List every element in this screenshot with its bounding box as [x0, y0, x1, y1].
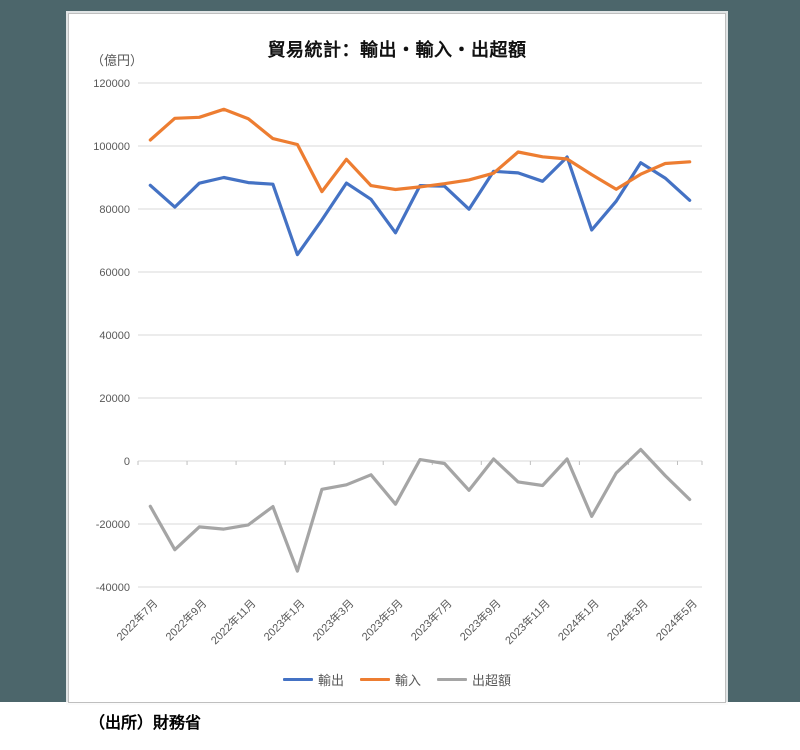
- chart-legend: 輸出 輸入 出超額: [69, 670, 725, 689]
- chart-container: 貿易統計：輸出・輸入・出超額 （億円） 120000 100000 80000 600…: [68, 13, 726, 703]
- y-axis-tick-label: 60000: [99, 267, 130, 279]
- legend-label-exports: 輸出: [317, 673, 344, 688]
- x-axis-tick-label: 2024年3月: [604, 596, 651, 643]
- legend-item-exports: 輸出: [282, 670, 344, 689]
- x-axis-tick-label: 2023年11月: [502, 596, 553, 647]
- y-axis-tick-label: 80000: [99, 204, 130, 216]
- y-axis-tick-label: 0: [124, 456, 130, 468]
- y-axis-tick-label: 100000: [93, 141, 130, 153]
- y-axis-tick-label: -40000: [96, 582, 130, 594]
- legend-label-imports: 輸入: [394, 673, 421, 688]
- x-axis-tick-label: 2023年3月: [309, 596, 356, 643]
- chart-title: 貿易統計：輸出・輸入・出超額: [267, 40, 527, 60]
- x-axis-tick-label: 2024年1月: [555, 596, 602, 643]
- series-line-exports: [148, 155, 692, 257]
- legend-item-balance: 出超額: [437, 670, 511, 689]
- trade-chart-svg: 120000 100000 80000 60000 40000 20000 0 -20000 -…: [93, 78, 703, 647]
- x-axis-tick-label: 2023年7月: [408, 596, 455, 643]
- series-line-imports: [148, 107, 692, 194]
- x-axis-tick-label: 2023年5月: [359, 596, 406, 643]
- x-axis-tick-label: 2022年7月: [113, 596, 160, 643]
- y-axis-tick-label: 120000: [93, 78, 130, 90]
- y-axis-tick-label: 20000: [99, 393, 130, 405]
- series-line-balance: [148, 447, 692, 573]
- y-axis-tick-label: 40000: [99, 330, 130, 342]
- legend-item-imports: 輸入: [359, 670, 421, 689]
- y-axis-tick-label: -20000: [96, 519, 130, 531]
- y-axis-unit-label: （億円）: [91, 53, 144, 68]
- legend-swatch-balance: [437, 677, 467, 682]
- x-axis-tick-label: 2022年11月: [208, 596, 259, 647]
- source-note: （出所）財務省: [89, 715, 202, 732]
- x-axis-tick-label: 2023年9月: [457, 596, 504, 643]
- legend-label-balance: 出超額: [472, 673, 512, 688]
- x-axis-tick-label: 2024年5月: [653, 596, 700, 643]
- legend-swatch-imports: [359, 677, 390, 682]
- legend-swatch-exports: [282, 677, 313, 682]
- x-axis-tick-label: 2023年1月: [260, 596, 307, 643]
- x-axis-tick-label: 2022年9月: [162, 596, 209, 643]
